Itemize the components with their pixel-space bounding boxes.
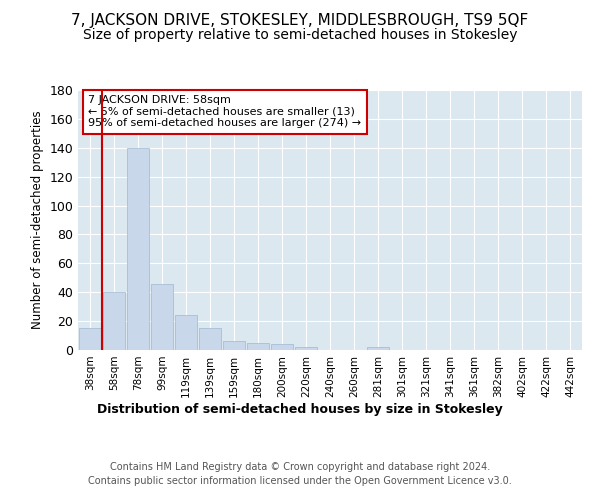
Bar xyxy=(151,284,173,350)
Bar xyxy=(79,328,101,350)
Bar xyxy=(223,342,245,350)
Bar xyxy=(247,343,269,350)
Bar xyxy=(271,344,293,350)
Text: Size of property relative to semi-detached houses in Stokesley: Size of property relative to semi-detach… xyxy=(83,28,517,42)
Y-axis label: Number of semi-detached properties: Number of semi-detached properties xyxy=(31,110,44,330)
Bar xyxy=(367,347,389,350)
Bar xyxy=(103,292,125,350)
Bar xyxy=(175,316,197,350)
Bar xyxy=(199,328,221,350)
Text: 7, JACKSON DRIVE, STOKESLEY, MIDDLESBROUGH, TS9 5QF: 7, JACKSON DRIVE, STOKESLEY, MIDDLESBROU… xyxy=(71,12,529,28)
Bar xyxy=(295,347,317,350)
Text: Distribution of semi-detached houses by size in Stokesley: Distribution of semi-detached houses by … xyxy=(97,402,503,415)
Text: 7 JACKSON DRIVE: 58sqm
← 5% of semi-detached houses are smaller (13)
95% of semi: 7 JACKSON DRIVE: 58sqm ← 5% of semi-deta… xyxy=(88,95,361,128)
Text: Contains HM Land Registry data © Crown copyright and database right 2024.: Contains HM Land Registry data © Crown c… xyxy=(110,462,490,472)
Text: Contains public sector information licensed under the Open Government Licence v3: Contains public sector information licen… xyxy=(88,476,512,486)
Bar xyxy=(127,148,149,350)
